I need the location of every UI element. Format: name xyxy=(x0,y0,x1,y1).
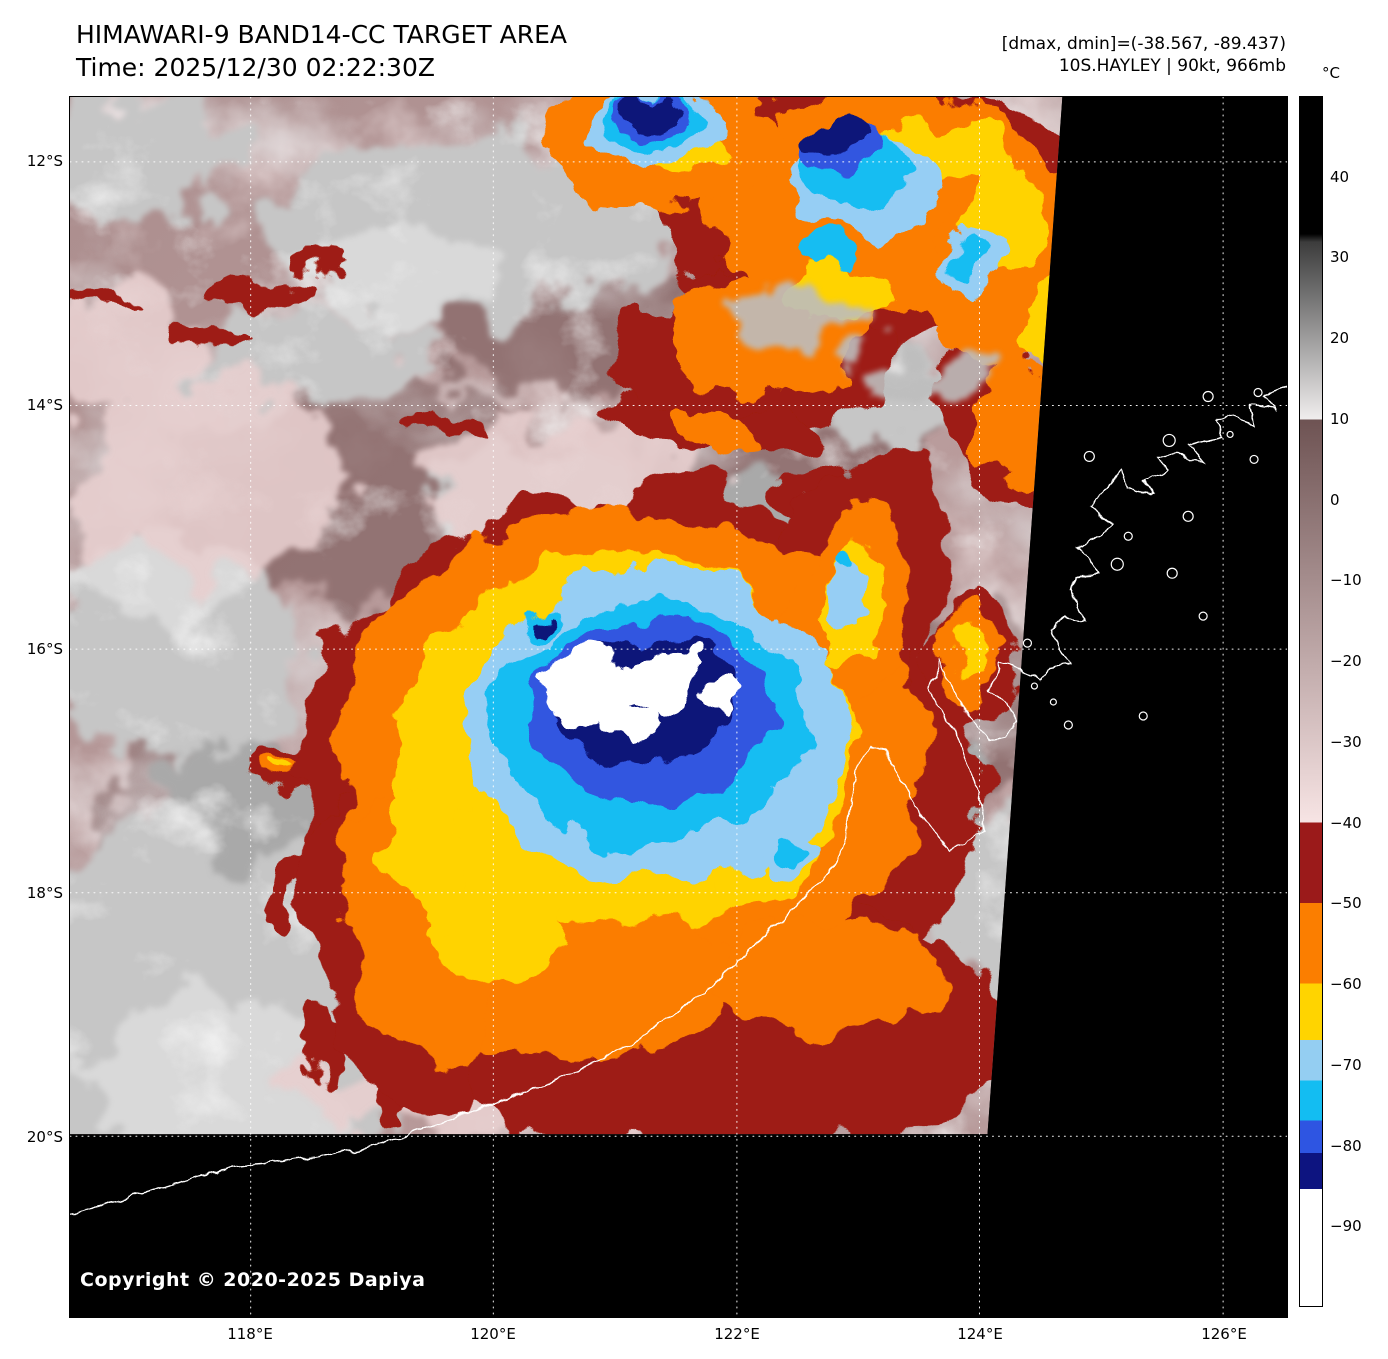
small-hot-tower-west xyxy=(267,755,302,782)
colorbar-tick-label: 40 xyxy=(1330,167,1350,186)
copyright: Copyright © 2020-2025 Dapiya xyxy=(80,1269,426,1291)
colorbar-tick-label: −90 xyxy=(1330,1217,1362,1236)
lon-tick-122e: 122°E xyxy=(714,1325,760,1343)
colorbar-unit-label: °C xyxy=(1322,64,1340,82)
colorbar-tick-label: −50 xyxy=(1330,894,1362,913)
colorbar-ticks: 40 30 20 10 0 −10 −20 −30 −40 −50 −60 −70 −80 −90 xyxy=(1330,96,1386,1307)
colorbar-tick-label: −10 xyxy=(1330,571,1362,590)
colorbar-tick-label: −80 xyxy=(1330,1136,1362,1155)
satellite-swath xyxy=(70,97,1063,1135)
map-plot: Copyright © 2020-2025 Dapiya xyxy=(69,96,1288,1318)
colorbar-tick-label: 10 xyxy=(1330,409,1350,428)
colorbar-tick-label: −20 xyxy=(1330,652,1362,671)
colorbar-tick-label: −30 xyxy=(1330,732,1362,751)
cyclone xyxy=(294,447,1009,1135)
colorbar-gradient xyxy=(1300,97,1322,1306)
colorbar-tick-label: −40 xyxy=(1330,813,1362,832)
figure-title: HIMAWARI-9 BAND14-CC TARGET AREA xyxy=(76,20,568,49)
lat-tick-16s: 16°S xyxy=(26,640,63,658)
lon-tick-126e: 126°E xyxy=(1201,1325,1247,1343)
cyclone-coldest-tops xyxy=(543,650,738,739)
colorbar-tick-label: 0 xyxy=(1330,490,1340,509)
colorbar-tick-label: 30 xyxy=(1330,248,1350,267)
no-data-region xyxy=(70,97,1287,1317)
lat-tick-14s: 14°S xyxy=(26,396,63,414)
colorbar-tick-label: 20 xyxy=(1330,329,1350,348)
gray-over-cluster xyxy=(728,291,994,405)
storm-info: 10S.HAYLEY | 90kt, 966mb xyxy=(1058,56,1286,76)
info-block: [dmax, dmin]=(-38.567, -89.437) 10S.HAYL… xyxy=(1002,33,1286,77)
colorbar-tick-label: −70 xyxy=(1330,1055,1362,1074)
lat-tick-12s: 12°S xyxy=(26,152,63,170)
lon-tick-118e: 118°E xyxy=(227,1325,273,1343)
range-info: [dmax, dmin]=(-38.567, -89.437) xyxy=(1001,34,1286,54)
colorbar xyxy=(1299,96,1323,1307)
lat-tick-18s: 18°S xyxy=(26,884,63,902)
cold-cluster-ne xyxy=(544,97,1063,516)
colorbar-tick-label: −60 xyxy=(1330,975,1362,994)
satellite-image xyxy=(70,97,1287,1317)
lat-tick-20s: 20°S xyxy=(26,1128,63,1146)
lon-tick-120e: 120°E xyxy=(470,1325,516,1343)
figure-time: Time: 2025/12/30 02:22:30Z xyxy=(76,53,435,82)
island-outlines xyxy=(1022,387,1263,730)
grid-lines xyxy=(70,97,1287,1317)
coastline xyxy=(70,383,1287,1215)
lon-tick-124e: 124°E xyxy=(957,1325,1003,1343)
